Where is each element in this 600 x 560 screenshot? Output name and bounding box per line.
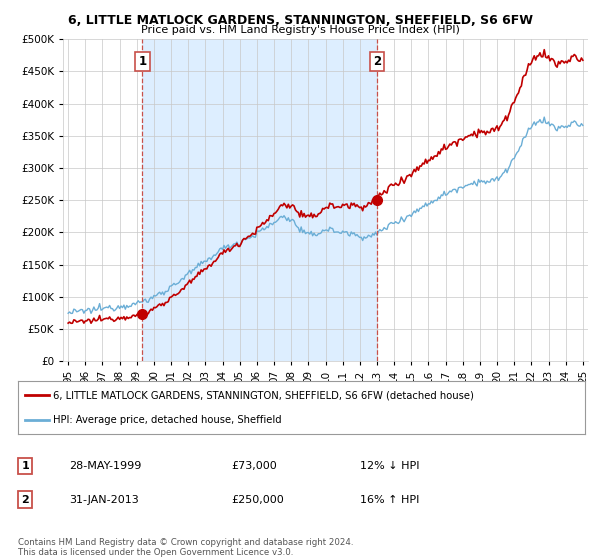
Text: 16% ↑ HPI: 16% ↑ HPI xyxy=(360,494,419,505)
Text: 1: 1 xyxy=(139,55,146,68)
Text: £250,000: £250,000 xyxy=(231,494,284,505)
Text: 6, LITTLE MATLOCK GARDENS, STANNINGTON, SHEFFIELD, S6 6FW: 6, LITTLE MATLOCK GARDENS, STANNINGTON, … xyxy=(67,14,533,27)
Text: Price paid vs. HM Land Registry's House Price Index (HPI): Price paid vs. HM Land Registry's House … xyxy=(140,25,460,35)
Text: 2: 2 xyxy=(22,494,29,505)
Text: 6, LITTLE MATLOCK GARDENS, STANNINGTON, SHEFFIELD, S6 6FW (detached house): 6, LITTLE MATLOCK GARDENS, STANNINGTON, … xyxy=(53,390,474,400)
Text: HPI: Average price, detached house, Sheffield: HPI: Average price, detached house, Shef… xyxy=(53,414,282,424)
Text: £73,000: £73,000 xyxy=(231,461,277,471)
Bar xyxy=(142,39,377,361)
Text: 28-MAY-1999: 28-MAY-1999 xyxy=(69,461,142,471)
Text: 12% ↓ HPI: 12% ↓ HPI xyxy=(360,461,419,471)
Text: Contains HM Land Registry data © Crown copyright and database right 2024.
This d: Contains HM Land Registry data © Crown c… xyxy=(18,538,353,557)
Text: 31-JAN-2013: 31-JAN-2013 xyxy=(69,494,139,505)
Text: 2: 2 xyxy=(373,55,381,68)
Text: 1: 1 xyxy=(22,461,29,471)
